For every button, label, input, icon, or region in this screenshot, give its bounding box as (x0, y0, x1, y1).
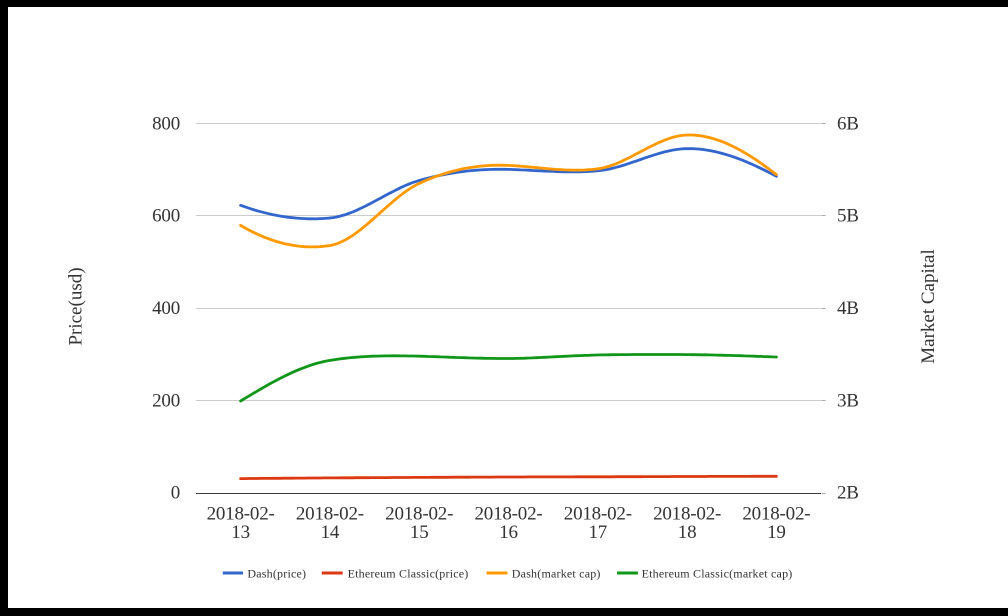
svg-text:2018-02-: 2018-02- (474, 504, 542, 525)
svg-text:5B: 5B (837, 206, 859, 227)
svg-text:Price(usd): Price(usd) (66, 267, 87, 345)
svg-text:3B: 3B (837, 390, 859, 411)
svg-text:Ethereum Classic(price): Ethereum Classic(price) (348, 567, 469, 581)
svg-text:800: 800 (152, 113, 180, 134)
svg-text:16: 16 (499, 522, 518, 543)
svg-text:2018-02-: 2018-02- (564, 504, 632, 525)
svg-text:6B: 6B (837, 113, 859, 134)
svg-text:2018-02-: 2018-02- (742, 504, 810, 525)
svg-text:600: 600 (152, 206, 180, 227)
svg-text:2018-02-: 2018-02- (385, 504, 453, 525)
svg-text:15: 15 (410, 522, 429, 543)
svg-text:4B: 4B (837, 298, 859, 319)
svg-text:Market Capital: Market Capital (918, 249, 939, 364)
svg-text:19: 19 (767, 522, 786, 543)
svg-text:200: 200 (152, 390, 180, 411)
svg-text:0: 0 (171, 483, 180, 504)
svg-text:2018-02-: 2018-02- (653, 504, 721, 525)
svg-text:13: 13 (231, 522, 250, 543)
svg-text:400: 400 (152, 298, 180, 319)
svg-text:18: 18 (678, 522, 697, 543)
svg-text:Dash(price): Dash(price) (247, 567, 306, 581)
svg-text:Dash(market cap): Dash(market cap) (512, 567, 601, 581)
svg-text:2018-02-: 2018-02- (207, 504, 275, 525)
svg-text:Ethereum Classic(market cap): Ethereum Classic(market cap) (642, 567, 793, 581)
svg-text:2018-02-: 2018-02- (296, 504, 364, 525)
svg-text:17: 17 (588, 522, 607, 543)
svg-text:14: 14 (321, 522, 340, 543)
svg-text:2B: 2B (837, 483, 859, 504)
